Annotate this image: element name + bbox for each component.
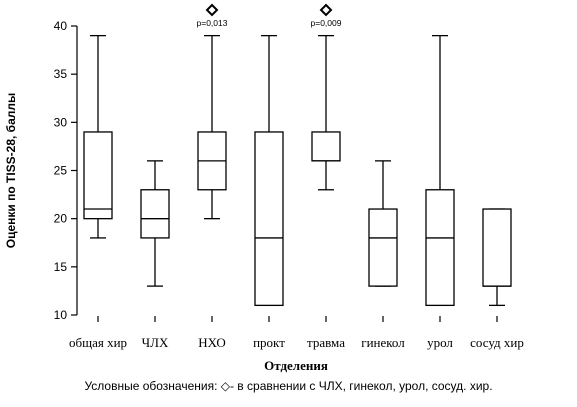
box-2 bbox=[140, 160, 170, 287]
y-axis-label: Оценки по TISS-28, баллы bbox=[4, 93, 18, 249]
box-5 bbox=[311, 34, 341, 191]
p-value-annotation: p=0,013 bbox=[197, 18, 228, 28]
category-label: общая хир bbox=[69, 335, 127, 350]
y-tick-label: 25 bbox=[54, 164, 68, 178]
p-value-annotation: p=0,009 bbox=[311, 18, 342, 28]
iqr-box bbox=[83, 131, 113, 220]
labels: общая хир ЧЛХ НХО прокт травма гинекол урол сос… bbox=[4, 3, 524, 373]
x-axis-label: Отделения bbox=[264, 358, 328, 373]
diamond-marker-icon bbox=[319, 3, 333, 17]
y-tick-label: 30 bbox=[54, 115, 68, 129]
iqr-box bbox=[254, 131, 284, 307]
box-3 bbox=[197, 34, 227, 220]
y-tick-label: 15 bbox=[54, 260, 68, 274]
box-1 bbox=[83, 34, 113, 239]
iqr-box bbox=[425, 189, 455, 307]
boxes bbox=[83, 34, 512, 307]
box-7 bbox=[425, 34, 455, 307]
iqr-box bbox=[368, 208, 398, 287]
category-label: урол bbox=[427, 335, 453, 350]
iqr-box bbox=[311, 131, 341, 162]
category-label: прокт bbox=[253, 335, 285, 350]
y-tick-label: 40 bbox=[54, 19, 68, 33]
legend-note: Условные обозначения: ◇- в сравнении с Ч… bbox=[84, 379, 493, 393]
box-4 bbox=[254, 34, 284, 307]
category-label: сосуд хир bbox=[470, 335, 524, 350]
category-label: гинекол bbox=[361, 335, 405, 350]
category-label: травма bbox=[307, 335, 345, 350]
y-tick-label: 35 bbox=[54, 67, 68, 81]
y-tick-label: 10 bbox=[54, 308, 68, 322]
box-6 bbox=[368, 160, 398, 287]
iqr-box bbox=[482, 208, 512, 287]
category-label: НХО bbox=[198, 335, 226, 350]
box-8 bbox=[482, 208, 512, 307]
iqr-box bbox=[140, 189, 170, 239]
category-label: ЧЛХ bbox=[142, 335, 169, 350]
diamond-marker-icon bbox=[205, 3, 219, 17]
y-tick-label: 20 bbox=[54, 212, 68, 226]
axes: 10 15 20 25 30 35 40 bbox=[54, 19, 498, 322]
